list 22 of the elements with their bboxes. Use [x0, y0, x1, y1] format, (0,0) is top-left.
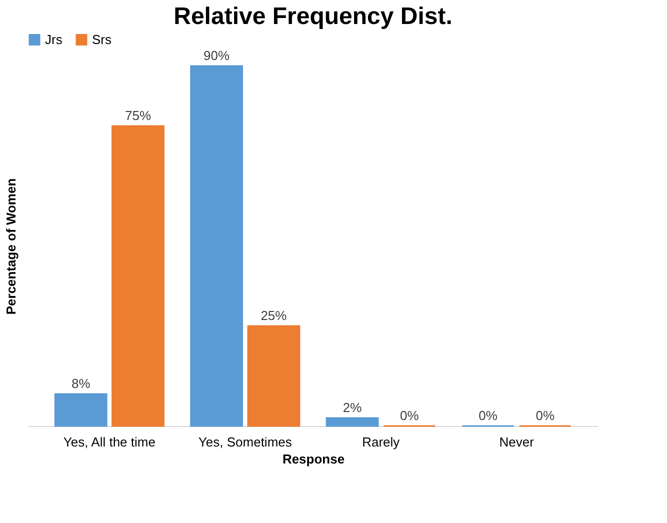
legend-label: Srs — [92, 32, 112, 47]
bar — [54, 393, 108, 427]
x-tick-label: Never — [499, 434, 535, 450]
legend-label: Jrs — [45, 32, 63, 47]
bar — [112, 125, 164, 427]
x-axis-title: Response — [282, 452, 345, 466]
data-label: 8% — [71, 376, 91, 391]
x-tick-label: Yes, Sometimes — [198, 434, 292, 450]
bar — [247, 325, 300, 427]
chart-title: Relative Frequency Dist. — [174, 3, 452, 30]
data-label: 0% — [478, 408, 498, 423]
x-tick-label: Yes, All the time — [63, 434, 156, 450]
y-axis-title: Percentage of Women — [4, 178, 18, 315]
data-label: 0% — [400, 408, 420, 423]
bar — [190, 65, 244, 427]
data-label: 0% — [536, 408, 555, 423]
data-label: 25% — [260, 308, 288, 323]
bar — [326, 417, 379, 427]
x-tick-label: Rarely — [362, 434, 400, 450]
data-label: 90% — [204, 48, 230, 63]
data-label: 2% — [342, 400, 362, 415]
data-label: 75% — [124, 108, 152, 123]
